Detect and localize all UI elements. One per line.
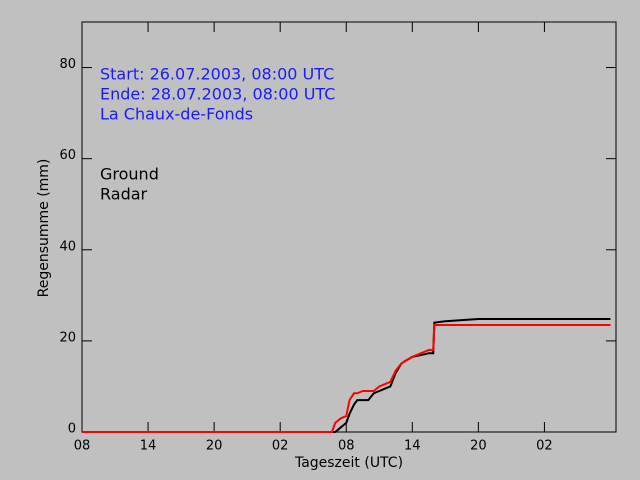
x-tick-label: 14 <box>140 439 157 454</box>
annotation: Start: 26.07.2003, 08:00 UTC <box>100 65 334 84</box>
y-axis-label: Regensumme (mm) <box>36 159 52 298</box>
y-tick-label: 0 <box>68 422 76 437</box>
y-tick-label: 40 <box>59 239 76 254</box>
annotation: Ende: 28.07.2003, 08:00 UTC <box>100 85 335 104</box>
x-tick-label: 20 <box>470 439 487 454</box>
x-tick-label: 08 <box>74 439 91 454</box>
y-tick-label: 20 <box>59 330 76 345</box>
x-tick-label: 02 <box>272 439 289 454</box>
plot-frame <box>81 21 617 433</box>
x-tick-label: 02 <box>536 439 553 454</box>
x-axis-label: Tageszeit (UTC) <box>294 455 403 471</box>
y-tick-label: 60 <box>59 148 76 163</box>
y-tick-label: 80 <box>59 57 76 72</box>
x-tick-label: 20 <box>206 439 223 454</box>
legend-entry: Ground <box>100 165 159 184</box>
series-line <box>82 323 611 433</box>
series-line <box>82 318 611 433</box>
legend-entry: Radar <box>100 185 148 204</box>
x-tick-label: 14 <box>404 439 421 454</box>
annotation: La Chaux-de-Fonds <box>100 105 253 124</box>
x-tick-label: 08 <box>338 439 355 454</box>
